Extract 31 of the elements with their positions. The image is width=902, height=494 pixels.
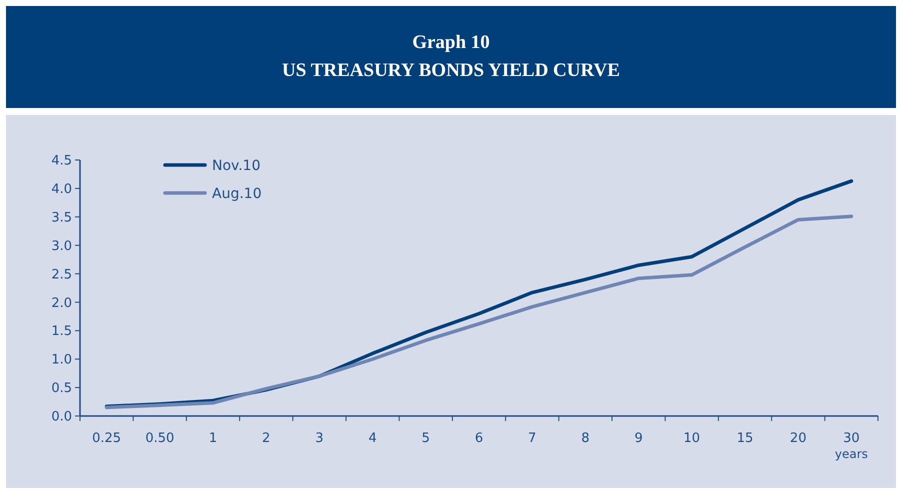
y-tick-label: 1.0 xyxy=(51,352,72,368)
y-tick-label: 3.5 xyxy=(51,210,72,226)
y-tick-label: 0.0 xyxy=(51,410,72,425)
chart-title: Graph 10 xyxy=(412,32,490,53)
x-tick-label: 6 xyxy=(474,431,484,446)
x-tick-label: 9 xyxy=(634,431,643,446)
chart-subtitle: US TREASURY BONDS YIELD CURVE xyxy=(282,60,620,81)
y-tick-label: 0.5 xyxy=(51,381,72,396)
y-tick-label: 3.0 xyxy=(51,238,72,254)
x-tick-label: 10 xyxy=(684,431,700,446)
x-tick-label: 0.50 xyxy=(145,431,174,446)
x-tick-label: 0.25 xyxy=(92,431,122,446)
x-tick-label: 2 xyxy=(262,431,270,446)
y-tick-label: 4.0 xyxy=(51,182,72,197)
x-tick-label: 3 xyxy=(315,431,324,446)
line-series xyxy=(104,214,854,410)
y-tick-label: 4.5 xyxy=(51,154,72,169)
x-tick-label: 4 xyxy=(368,431,377,446)
y-tick-label: 2.0 xyxy=(51,296,72,311)
y-tick-label: 1.5 xyxy=(51,324,72,340)
x-tick-label: 20 xyxy=(790,431,806,446)
x-tick-label: 5 xyxy=(422,431,430,446)
x-axis-title: years xyxy=(834,447,868,461)
y-tick-label: 2.5 xyxy=(51,267,72,282)
x-tick-label: 15 xyxy=(736,431,754,446)
x-tick-label: 7 xyxy=(528,431,536,446)
x-tick-label: 30 xyxy=(843,431,860,446)
x-tick-label: 8 xyxy=(581,431,590,446)
legend-label: Nov.10 xyxy=(212,158,261,174)
legend-label: Aug.10 xyxy=(212,186,262,202)
x-tick-label: 1 xyxy=(208,431,218,446)
